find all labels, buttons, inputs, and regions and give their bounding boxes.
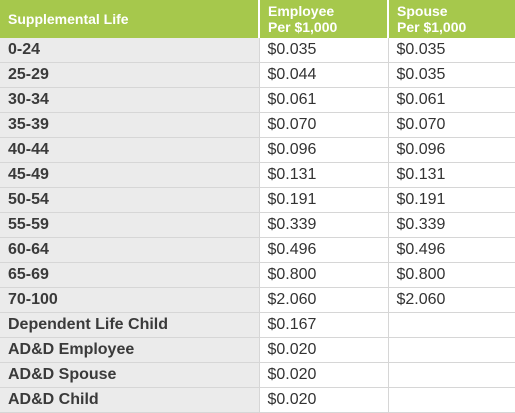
employee-rate-cell: $0.191 <box>259 187 389 213</box>
row-label: AD&D Child <box>0 387 260 413</box>
employee-rate-cell: $0.167 <box>259 312 389 338</box>
row-label: 50-54 <box>0 187 260 213</box>
employee-rate-cell: $0.020 <box>259 337 389 363</box>
header-col3-line2: Per $1,000 <box>397 19 467 35</box>
spouse-rate-cell: $0.096 <box>388 137 515 163</box>
spouse-rate-cell <box>388 312 515 338</box>
row-label: 30-34 <box>0 87 260 113</box>
row-label: 45-49 <box>0 162 260 188</box>
spouse-rate-cell: $2.060 <box>388 287 515 313</box>
table-row: AD&D Spouse $0.020 <box>0 362 515 388</box>
employee-rate-cell: $2.060 <box>259 287 389 313</box>
row-label: 35-39 <box>0 112 260 138</box>
row-label: 0-24 <box>0 38 260 63</box>
table-row: 70-100 $2.060 $2.060 <box>0 287 515 313</box>
spouse-rate-cell: $0.070 <box>388 112 515 138</box>
spouse-rate-cell <box>388 337 515 363</box>
spouse-rate-cell <box>388 387 515 413</box>
row-label: 60-64 <box>0 237 260 263</box>
header-spouse-rate: Spouse Per $1,000 <box>388 0 515 38</box>
table-row: Dependent Life Child $0.167 <box>0 312 515 338</box>
row-label: 40-44 <box>0 137 260 163</box>
employee-rate-cell: $0.061 <box>259 87 389 113</box>
spouse-rate-cell: $0.061 <box>388 87 515 113</box>
table-row: 50-54 $0.191 $0.191 <box>0 187 515 213</box>
employee-rate-cell: $0.096 <box>259 137 389 163</box>
employee-rate-cell: $0.020 <box>259 387 389 413</box>
employee-rate-cell: $0.044 <box>259 62 389 88</box>
employee-rate-cell: $0.800 <box>259 262 389 288</box>
table-row: 60-64 $0.496 $0.496 <box>0 237 515 263</box>
table-row: 0-24 $0.035 $0.035 <box>0 38 515 63</box>
spouse-rate-cell: $0.131 <box>388 162 515 188</box>
header-supplemental-life: Supplemental Life <box>0 0 260 38</box>
table-row: 35-39 $0.070 $0.070 <box>0 112 515 138</box>
table-row: AD&D Employee $0.020 <box>0 337 515 363</box>
header-col3-line1: Spouse <box>397 3 448 19</box>
spouse-rate-cell: $0.339 <box>388 212 515 238</box>
header-col2-line2: Per $1,000 <box>268 19 338 35</box>
table-row: 40-44 $0.096 $0.096 <box>0 137 515 163</box>
table-row: AD&D Child $0.020 <box>0 387 515 413</box>
table-row: 45-49 $0.131 $0.131 <box>0 162 515 188</box>
spouse-rate-cell: $0.191 <box>388 187 515 213</box>
spouse-rate-cell: $0.800 <box>388 262 515 288</box>
header-col1-text: Supplemental Life <box>8 11 129 27</box>
row-label: 65-69 <box>0 262 260 288</box>
header-col2-line1: Employee <box>268 3 335 19</box>
table-row: 65-69 $0.800 $0.800 <box>0 262 515 288</box>
employee-rate-cell: $0.020 <box>259 362 389 388</box>
row-label: 70-100 <box>0 287 260 313</box>
spouse-rate-cell: $0.035 <box>388 38 515 63</box>
table-row: 30-34 $0.061 $0.061 <box>0 87 515 113</box>
spouse-rate-cell <box>388 362 515 388</box>
employee-rate-cell: $0.131 <box>259 162 389 188</box>
employee-rate-cell: $0.070 <box>259 112 389 138</box>
table-row: 55-59 $0.339 $0.339 <box>0 212 515 238</box>
header-employee-rate: Employee Per $1,000 <box>259 0 389 38</box>
table-row: 25-29 $0.044 $0.035 <box>0 62 515 88</box>
employee-rate-cell: $0.035 <box>259 38 389 63</box>
row-label: 55-59 <box>0 212 260 238</box>
row-label: Dependent Life Child <box>0 312 260 338</box>
employee-rate-cell: $0.339 <box>259 212 389 238</box>
spouse-rate-cell: $0.496 <box>388 237 515 263</box>
row-label: AD&D Employee <box>0 337 260 363</box>
header-row: Supplemental Life Employee Per $1,000 Sp… <box>0 0 515 38</box>
row-label: AD&D Spouse <box>0 362 260 388</box>
employee-rate-cell: $0.496 <box>259 237 389 263</box>
row-label: 25-29 <box>0 62 260 88</box>
spouse-rate-cell: $0.035 <box>388 62 515 88</box>
